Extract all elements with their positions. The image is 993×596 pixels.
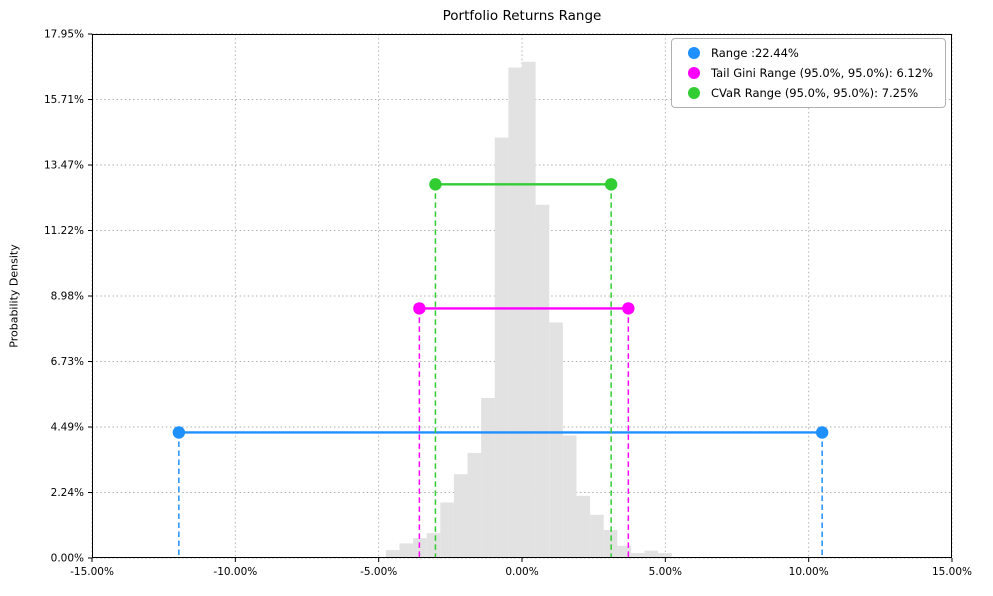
svg-text:15.00%: 15.00% — [932, 566, 972, 578]
plot-area: -15.00% -10.00% -5.00% 0.00% 5.00% 10.00% 15.0… — [44, 29, 972, 578]
chart-title: Portfolio Returns Range — [442, 8, 602, 24]
legend-item-range: Range :22.44% — [682, 46, 933, 60]
range-marker-icon — [688, 47, 701, 59]
y-axis-label: Probability Density — [7, 244, 21, 348]
legend-label-cvar: CVaR Range (95.0%, 95.0%): 7.25% — [711, 86, 919, 100]
svg-text:0.00%: 0.00% — [51, 553, 84, 565]
cvar-marker-icon — [688, 87, 701, 99]
svg-text:10.00%: 10.00% — [789, 566, 829, 578]
svg-text:6.73%: 6.73% — [51, 356, 84, 368]
svg-text:8.98%: 8.98% — [51, 291, 84, 303]
svg-text:2.24%: 2.24% — [51, 487, 84, 499]
svg-text:-10.00%: -10.00% — [213, 566, 257, 578]
svg-text:-15.00%: -15.00% — [70, 566, 114, 578]
svg-text:15.71%: 15.71% — [44, 94, 84, 106]
tail-gini-marker-icon — [688, 67, 701, 79]
svg-text:13.47%: 13.47% — [44, 160, 84, 172]
legend: Range :22.44% Tail Gini Range (95.0%, 95… — [671, 38, 946, 108]
svg-text:11.22%: 11.22% — [44, 225, 84, 237]
plot-svg: -15.00% -10.00% -5.00% 0.00% 5.00% 10.00% 15.0… — [44, 29, 972, 578]
legend-item-cvar: CVaR Range (95.0%, 95.0%): 7.25% — [682, 86, 933, 100]
svg-text:0.00%: 0.00% — [505, 566, 538, 578]
svg-text:4.49%: 4.49% — [51, 422, 84, 434]
legend-label-tail-gini: Tail Gini Range (95.0%, 95.0%): 6.12% — [711, 66, 933, 80]
svg-text:17.95%: 17.95% — [44, 29, 84, 41]
legend-label-range: Range :22.44% — [711, 46, 799, 60]
svg-text:5.00%: 5.00% — [649, 566, 682, 578]
svg-text:-5.00%: -5.00% — [360, 566, 397, 578]
legend-item-tail-gini: Tail Gini Range (95.0%, 95.0%): 6.12% — [682, 66, 933, 80]
